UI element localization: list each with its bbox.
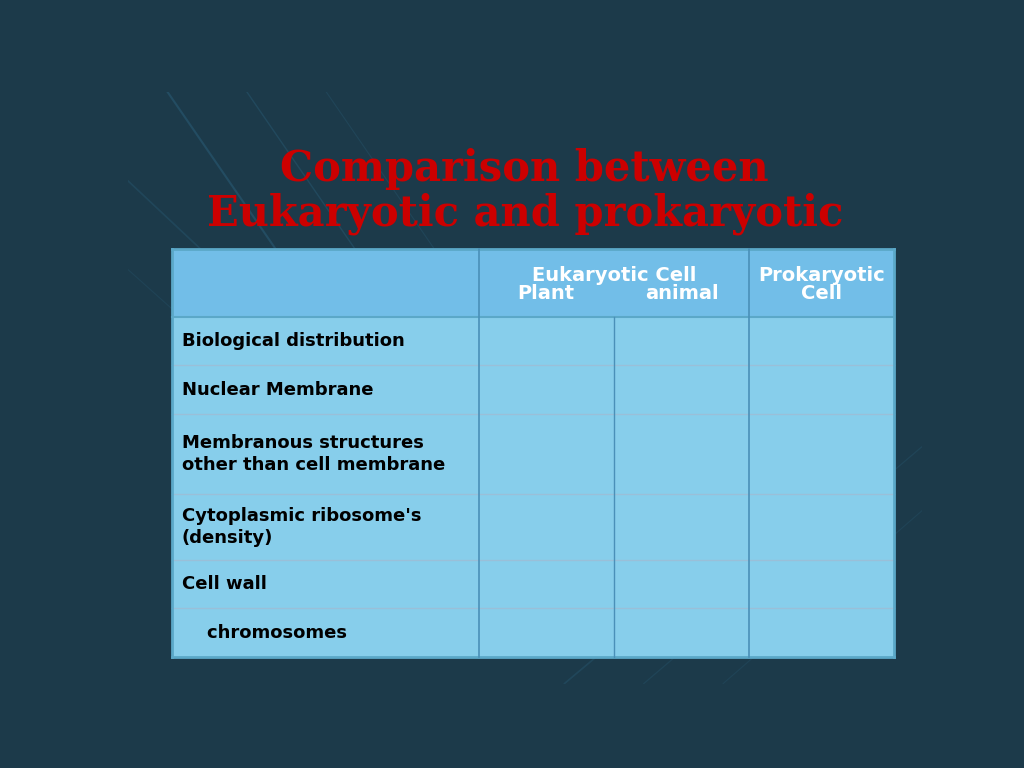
Text: Prokaryotic: Prokaryotic [758, 266, 885, 285]
Text: Eukaryotic Cell: Eukaryotic Cell [531, 266, 696, 285]
Text: Cytoplasmic ribosome's
(density): Cytoplasmic ribosome's (density) [182, 507, 422, 547]
Text: animal: animal [645, 284, 719, 303]
Text: Plant: Plant [518, 284, 574, 303]
Text: Eukaryotic and prokaryotic: Eukaryotic and prokaryotic [207, 192, 843, 235]
Text: chromosomes: chromosomes [182, 624, 347, 641]
Text: Biological distribution: Biological distribution [182, 333, 404, 350]
Text: Nuclear Membrane: Nuclear Membrane [182, 381, 374, 399]
Text: Cell: Cell [801, 284, 842, 303]
Text: Comparison between: Comparison between [281, 148, 769, 190]
Text: Cell wall: Cell wall [182, 575, 267, 593]
Bar [172, 249, 894, 657]
Text: Membranous structures
other than cell membrane: Membranous structures other than cell me… [182, 434, 445, 474]
Bar [172, 249, 894, 317]
